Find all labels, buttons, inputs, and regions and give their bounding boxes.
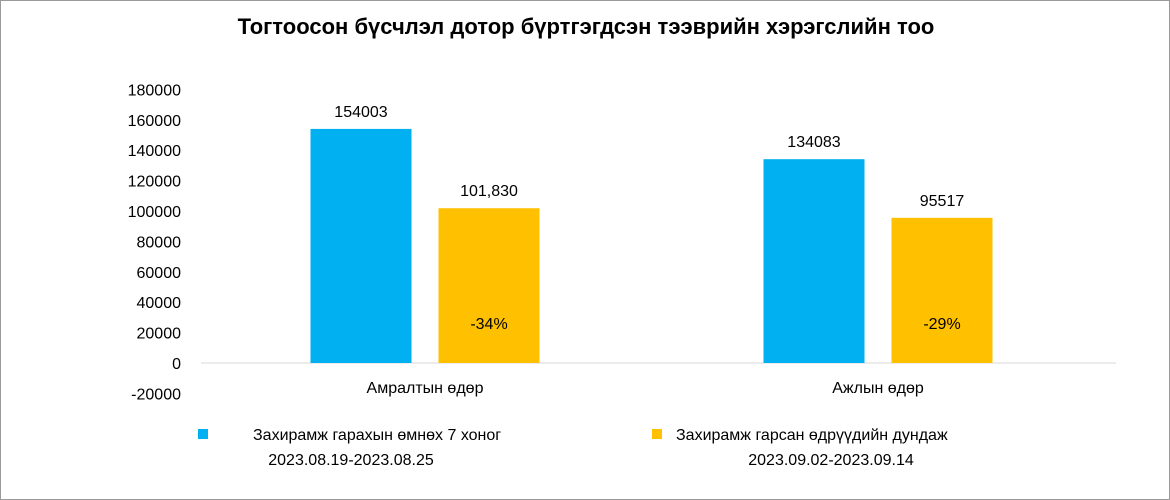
y-tick-label: 140000 <box>128 143 181 160</box>
bar-before <box>763 159 865 363</box>
y-tick-label: 160000 <box>128 113 181 130</box>
chart-title: Тогтоосон бүсчлэл дотор бүртгэгдсэн тээв… <box>238 14 935 39</box>
y-tick-label: 60000 <box>137 265 182 282</box>
y-tick-label: 120000 <box>128 174 181 191</box>
change-annotation: -29% <box>923 316 960 333</box>
legend-period: 2023.09.02-2023.09.14 <box>748 452 914 469</box>
legend-label: Захирамж гарахын өмнөх 7 хоног <box>253 427 501 444</box>
y-tick-label: 20000 <box>137 326 182 343</box>
legend-swatch <box>198 429 208 439</box>
y-tick-label: 40000 <box>137 295 182 312</box>
legend-label: Захирамж гарсан өдрүүдийн дундаж <box>676 427 948 444</box>
y-tick-label: 80000 <box>137 234 182 251</box>
data-label: 95517 <box>920 193 965 210</box>
bar-after <box>891 217 993 363</box>
y-tick-label: 100000 <box>128 204 181 221</box>
y-tick-label: 0 <box>172 356 181 373</box>
change-annotation: -34% <box>470 316 507 333</box>
category-label: Ажлын өдөр <box>832 380 924 397</box>
data-label: 101,830 <box>460 183 518 200</box>
bar-before <box>310 128 412 363</box>
data-label: 134083 <box>787 134 840 151</box>
y-tick-label: 180000 <box>128 82 181 99</box>
bar-after <box>438 208 540 363</box>
y-tick-label: -20000 <box>131 386 181 403</box>
legend-swatch <box>652 429 662 439</box>
data-label: 154003 <box>334 104 387 121</box>
category-label: Амралтын өдөр <box>367 380 484 397</box>
legend-period: 2023.08.19-2023.08.25 <box>268 452 434 469</box>
